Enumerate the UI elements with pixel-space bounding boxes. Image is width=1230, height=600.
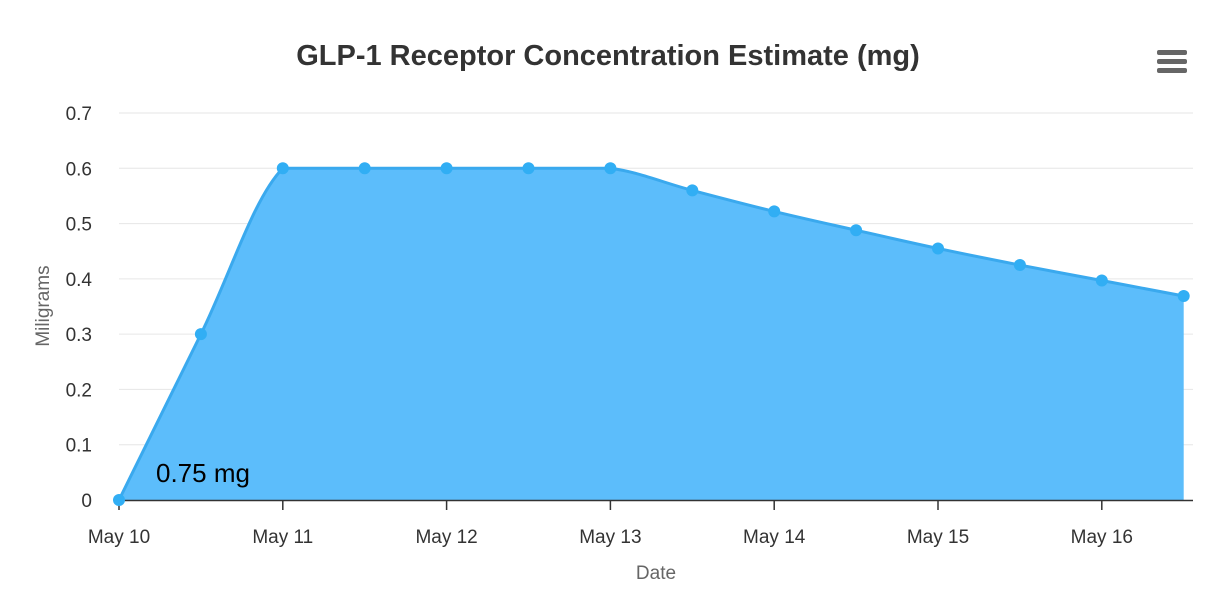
data-point [194,328,207,341]
series-area [119,168,1184,501]
y-tick-label: 0.3 [66,325,92,346]
x-axis-title: Date [636,563,676,584]
menu-bar [1157,59,1187,64]
x-tick-label: May 14 [743,527,806,548]
chart-title: GLP-1 Receptor Concentration Estimate (m… [296,40,920,72]
data-point [522,162,535,175]
data-point [604,162,617,175]
hamburger-menu-icon[interactable] [1157,50,1187,76]
data-point [932,242,944,255]
x-tick-label: May 12 [415,527,477,548]
y-tick-label: 0.5 [66,215,92,236]
data-point [358,162,371,175]
y-tick-label: 0.1 [66,436,92,457]
data-point [850,224,863,237]
x-tick-label: May 15 [907,527,969,548]
annotation-label: 0.75 mg [156,458,250,488]
x-tick-label: May 10 [88,527,150,548]
x-tick-label: May 13 [579,527,641,548]
data-point [768,205,781,218]
data-point [1095,274,1108,287]
y-tick-label: 0.4 [66,270,93,291]
series-line [117,166,1184,501]
x-tick-label: May 16 [1071,527,1133,548]
data-point [440,162,453,175]
data-point [276,162,289,175]
data-point [1177,289,1190,302]
menu-bar [1157,50,1187,55]
data-point [686,184,699,197]
y-tick-label: 0.6 [66,159,92,180]
y-tick-label: 0 [81,491,92,512]
x-tick-label: May 11 [252,527,313,548]
menu-bar [1157,68,1187,73]
y-tick-label: 0.2 [66,380,92,401]
y-axis-title: Miligrams [33,265,54,346]
data-point [113,494,125,506]
y-tick-label: 0.7 [66,104,92,125]
data-point [1013,259,1026,272]
